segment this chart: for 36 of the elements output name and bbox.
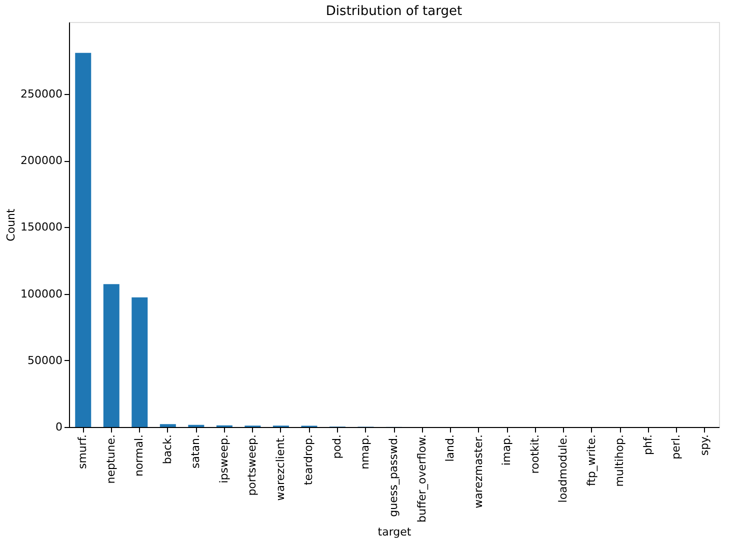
y-tick-label: 200000 [20,154,62,168]
x-tick-label: nmap. [358,434,372,470]
bar [103,284,120,427]
x-tick-label: portsweep. [246,434,259,496]
y-tick-label: 0 [56,420,62,434]
x-tick-label: buffer_overflow. [415,434,428,522]
x-tick-label: guess_passwd. [387,434,400,517]
x-tick-label: loadmodule. [556,434,570,503]
x-tick-label: phf. [641,434,654,456]
x-tick-label: ipsweep. [217,434,230,484]
y-axis-title: Count [4,208,18,242]
x-tick-label: pod. [330,434,344,459]
x-tick-label: multihop. [613,434,626,487]
bar [75,52,92,427]
y-tick-label: 100000 [20,287,62,300]
x-tick-label: warezmaster. [472,434,485,508]
x-tick-label: back. [160,434,174,464]
x-tick-label: ftp_write. [584,434,598,486]
bar [160,424,176,427]
y-tick-label: 250000 [20,87,62,100]
bar [132,297,148,427]
y-tick-label: 50000 [28,354,62,367]
x-tick-label: normal. [132,434,146,477]
y-tick-label: 150000 [20,220,62,234]
x-tick-label: land. [444,434,457,462]
x-tick-label: spy. [698,434,711,456]
x-tick-label: satan. [189,434,202,468]
x-tick-label: smurf. [76,434,90,470]
x-tick-label: neptune. [104,434,118,484]
x-tick-label: imap. [500,434,514,466]
x-axis-title: target [378,525,412,538]
x-tick-label: perl. [670,434,683,460]
x-tick-label: teardrop. [302,434,316,486]
chart-title: Distribution of target [326,4,462,19]
x-tick-label: warezclient. [274,434,287,501]
x-tick-label: rootkit. [528,434,542,474]
